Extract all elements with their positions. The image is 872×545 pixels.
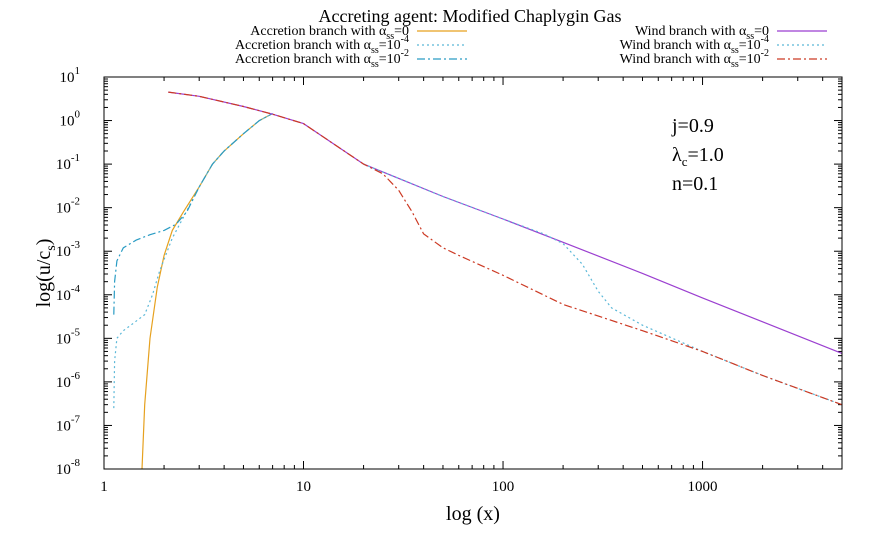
- legend-label: Accretion branch with αss=10-4: [235, 34, 409, 56]
- series-line-3: [113, 112, 273, 315]
- y-tick-label: 10-4: [56, 283, 81, 304]
- y-tick-label: 10-2: [56, 196, 80, 217]
- legend-label: Wind branch with αss=10-4: [620, 34, 769, 56]
- annotation-n: n=0.1: [672, 173, 718, 195]
- legend-label: Wind branch with αss=10-2: [620, 48, 769, 70]
- legend-label: Wind branch with αss=0: [635, 24, 769, 42]
- y-tick-label: 100: [60, 109, 81, 130]
- plot-frame: [103, 76, 843, 470]
- axis-ticks: [103, 77, 843, 470]
- y-tick-label: 101: [60, 65, 81, 86]
- x-tick-label: 100: [492, 479, 515, 495]
- chart-title: Accreting agent: Modified Chaplygin Gas: [319, 6, 622, 26]
- x-tick-label: 10: [296, 479, 311, 495]
- y-tick-label: 10-3: [56, 239, 81, 260]
- legend-label: Accretion branch with αss=10-2: [235, 48, 409, 70]
- series-layer: [113, 91, 843, 470]
- y-tick-label: 10-6: [56, 370, 81, 391]
- labels-layer: 1 10 100 1000 101 100 10-1 10-2 10-3 10-4 10-5 10-6…: [33, 65, 718, 525]
- annotation-lambda: λc=1.0: [672, 144, 724, 169]
- x-tick-label: 1000: [688, 479, 718, 495]
- y-axis-label: log(u/cs): [33, 239, 59, 308]
- y-tick-label: 10-1: [56, 152, 80, 173]
- series-line-2: [113, 112, 273, 409]
- annotation-j: j=0.9: [671, 115, 714, 137]
- y-tick-label: 10-7: [56, 413, 81, 434]
- x-tick-label: 1: [100, 479, 108, 495]
- annotations: j=0.9 λc=1.0 n=0.1: [671, 115, 724, 195]
- y-tick-label: 10-5: [56, 326, 81, 347]
- x-axis-label: log (x): [446, 503, 500, 525]
- series-line-6: [168, 91, 843, 406]
- legend-label: Accretion branch with αss=0: [250, 24, 409, 42]
- y-tick-label: 10-8: [56, 457, 81, 478]
